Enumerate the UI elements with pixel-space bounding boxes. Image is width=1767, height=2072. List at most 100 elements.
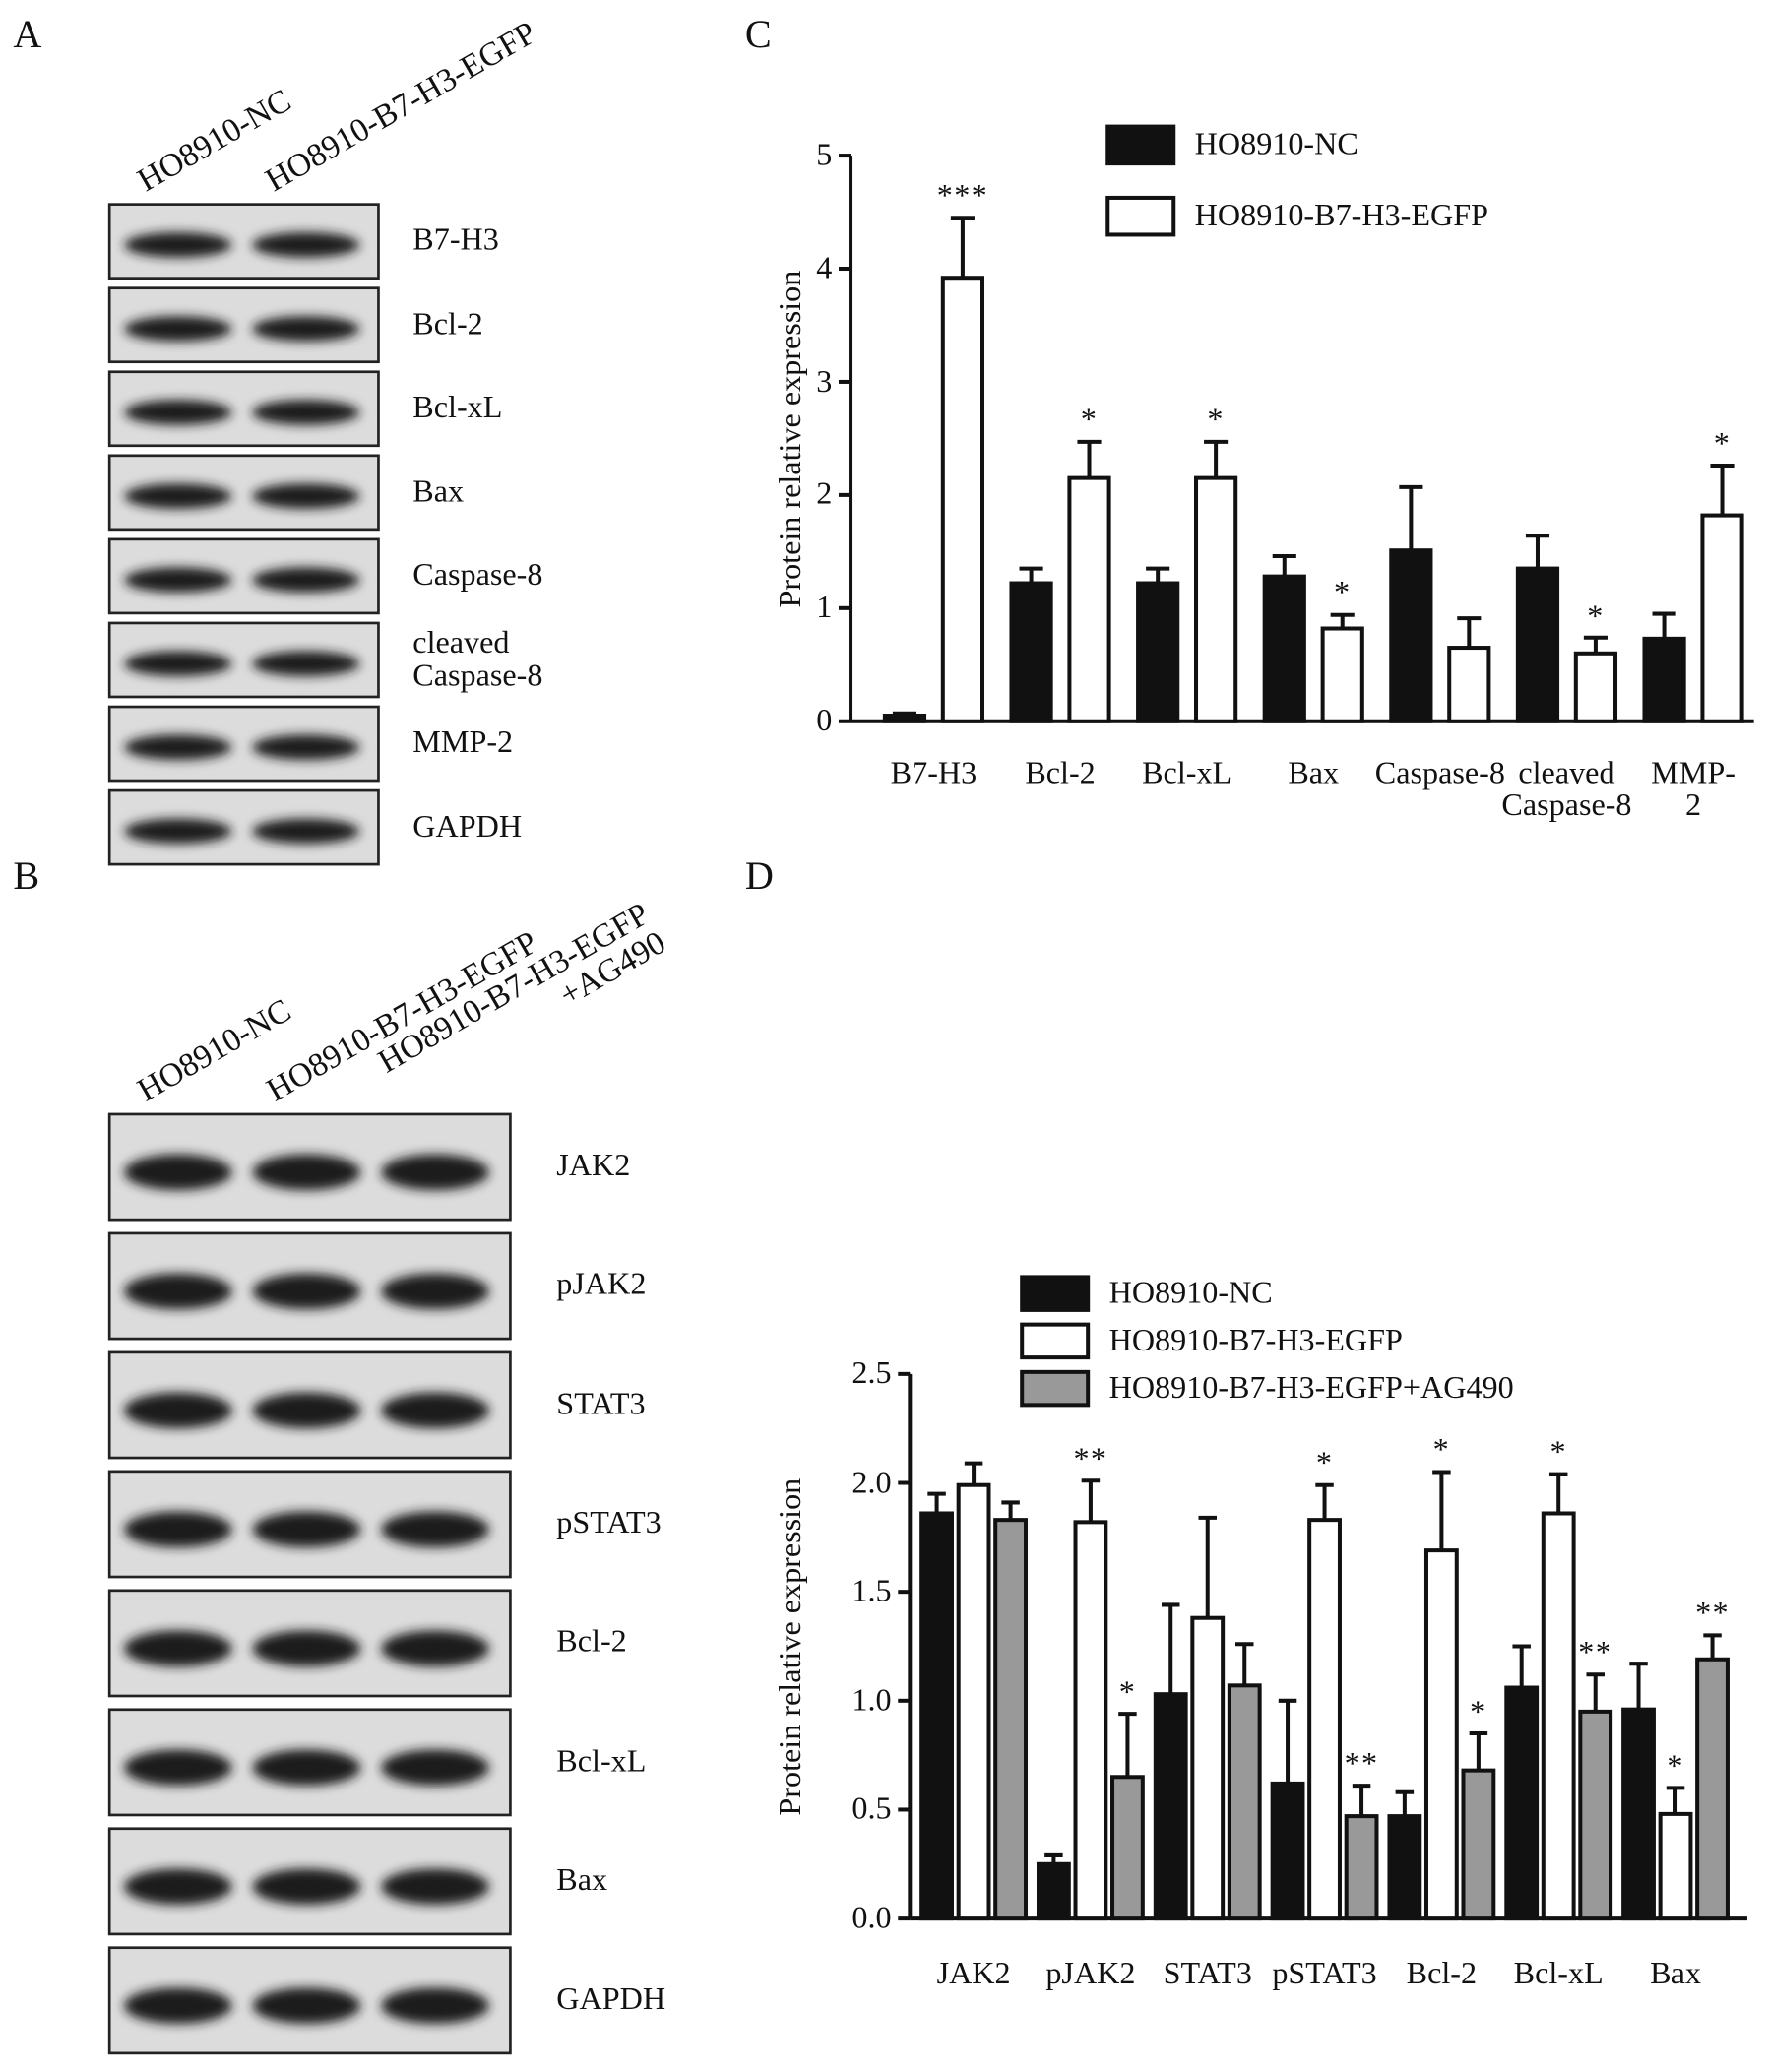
y-tick-label: 2.5	[852, 1356, 892, 1392]
y-tick-label: 2.0	[852, 1466, 892, 1500]
error-bar	[1583, 635, 1608, 654]
band	[381, 1392, 489, 1429]
protein-label: pSTAT3	[556, 1506, 662, 1541]
bar	[1073, 1520, 1108, 1921]
significance-label: *	[1118, 1675, 1137, 1711]
bar	[1190, 1615, 1226, 1921]
x-tick-label: Bax	[1288, 756, 1340, 791]
band	[123, 1749, 232, 1786]
error-bar	[964, 1461, 983, 1485]
band	[124, 316, 232, 342]
protein-label: Bax	[412, 474, 465, 509]
bar	[956, 1482, 991, 1921]
error-bar	[1315, 1482, 1334, 1521]
band	[124, 734, 232, 761]
protein-label: MMP-2	[412, 725, 514, 761]
protein-label: Bcl-2	[556, 1625, 627, 1661]
significance-label: *	[1470, 1695, 1487, 1729]
error-bar	[1525, 534, 1550, 569]
error-bar	[1629, 1662, 1648, 1710]
error-bar	[1161, 1602, 1180, 1695]
bar	[940, 276, 985, 723]
bar	[1389, 548, 1433, 723]
x-tick-label: Caspase-8	[1374, 756, 1505, 791]
y-tick-label: 3	[816, 364, 833, 400]
y-axis-label: Protein relative expression	[774, 269, 809, 607]
error-bar	[950, 216, 975, 279]
significance-label: *	[1080, 404, 1099, 438]
bar	[1447, 646, 1491, 723]
y-tick-label: 1.5	[852, 1574, 892, 1609]
bar	[1423, 1548, 1459, 1921]
bar	[1658, 1811, 1693, 1921]
error-bar	[1586, 1672, 1605, 1712]
significance-label: **	[1578, 1636, 1613, 1671]
band	[124, 567, 232, 593]
bar	[1504, 1685, 1540, 1921]
band	[252, 1868, 361, 1905]
band	[124, 818, 232, 845]
x-tick-label: pJAK2	[1045, 1956, 1136, 1991]
bar	[1344, 1814, 1379, 1921]
bar	[1621, 1707, 1656, 1921]
band	[252, 1511, 361, 1548]
band	[123, 1273, 232, 1310]
protein-label: pJAK2	[556, 1268, 647, 1303]
error-bar	[1432, 1470, 1451, 1551]
bar	[1067, 475, 1111, 723]
significance-label: **	[1695, 1597, 1730, 1632]
error-bar	[1235, 1642, 1254, 1686]
panel-label: B	[13, 854, 40, 899]
x-tick-label: MMP-2	[1651, 756, 1735, 823]
bar	[919, 1511, 954, 1921]
protein-label: GAPDH	[412, 809, 523, 845]
error-bar	[1395, 1789, 1415, 1817]
x-tick-label: STAT3	[1163, 1956, 1252, 1991]
protein-label: GAPDH	[556, 1982, 666, 2017]
bar	[1578, 1709, 1613, 1921]
significance-label: *	[1207, 404, 1225, 438]
band	[252, 1987, 361, 2024]
error-bar	[1330, 612, 1355, 629]
bar	[1695, 1657, 1730, 1921]
significance-label: *	[1713, 427, 1732, 462]
protein-label: Bax	[556, 1863, 608, 1898]
error-bar	[1666, 1786, 1685, 1814]
error-bar	[1652, 611, 1676, 639]
band	[252, 400, 360, 425]
significance-label: *	[1432, 1433, 1451, 1469]
band	[252, 483, 360, 509]
band	[252, 1154, 361, 1191]
protein-label: STAT3	[556, 1387, 646, 1422]
y-tick-label: 5	[816, 138, 833, 173]
band	[252, 1630, 361, 1666]
y-axis-label: Protein relative expression	[774, 1477, 809, 1815]
bar	[1270, 1781, 1305, 1921]
error-bar	[1710, 463, 1735, 516]
x-tick-label: JAK2	[936, 1956, 1011, 1991]
significance-label: ***	[936, 179, 989, 215]
panel-label: A	[13, 13, 42, 57]
band	[252, 1273, 361, 1310]
band	[252, 734, 360, 761]
protein-label: cleaved Caspase-8	[412, 625, 543, 693]
band	[124, 232, 232, 258]
error-bar	[1001, 1500, 1020, 1521]
band	[252, 1392, 361, 1429]
bar	[1110, 1775, 1145, 1921]
band	[252, 232, 360, 258]
bar	[1700, 513, 1744, 723]
legend-swatch	[1020, 1322, 1091, 1360]
band	[124, 483, 232, 509]
bar	[1009, 581, 1053, 723]
bar	[1515, 566, 1560, 723]
x-tick-label: Bcl-xL	[1142, 756, 1232, 791]
protein-label: Caspase-8	[412, 558, 543, 594]
y-tick-label: 0.0	[852, 1901, 892, 1936]
band	[381, 1749, 489, 1786]
band	[123, 1868, 232, 1905]
x-tick-label: Bcl-2	[1025, 756, 1096, 791]
significance-label: *	[1587, 598, 1605, 634]
band	[123, 1987, 232, 2024]
